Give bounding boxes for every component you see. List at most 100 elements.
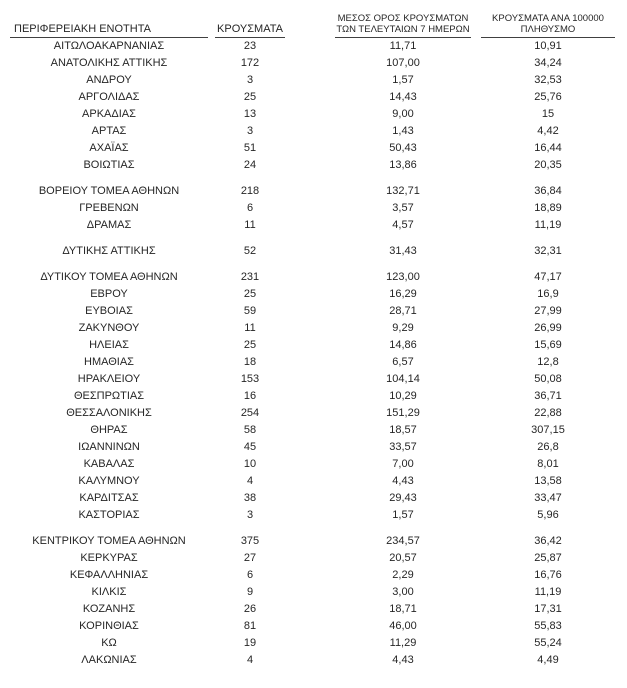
avg7-cell: 18,57 [389, 424, 417, 436]
per100k-cell: 22,88 [534, 407, 562, 419]
cases-cell: 24 [243, 159, 257, 171]
per100k-cell: 47,17 [534, 271, 562, 283]
header-avg7-line2: ΤΩΝ ΤΕΛΕΥΤΑΙΩΝ 7 ΗΜΕΡΩΝ [336, 24, 470, 35]
cases-cell: 3 [246, 509, 254, 521]
table-row: ΗΜΑΘΙΑΣ 18 6,57 12,8 [10, 354, 627, 371]
per100k-cell: 26,8 [537, 441, 559, 453]
region-cell: ΕΒΡΟΥ [90, 288, 128, 300]
table-row: ΘΗΡΑΣ 58 18,57 307,15 [10, 422, 627, 439]
region-cell: ΚΕΝΤΡΙΚΟΥ ΤΟΜΕΑ ΑΘΗΝΩΝ [32, 535, 186, 547]
avg7-cell: 33,57 [389, 441, 417, 453]
cases-cell: 9 [246, 586, 254, 598]
cases-cell: 45 [243, 441, 257, 453]
cases-cell: 23 [243, 40, 257, 52]
table-row: ΑΡΚΑΔΙΑΣ 13 9,00 15 [10, 106, 627, 123]
table-row: ΔΡΑΜΑΣ 11 4,57 11,19 [10, 217, 627, 234]
region-cell: ΔΡΑΜΑΣ [86, 219, 132, 231]
avg7-cell: 18,71 [389, 603, 417, 615]
cases-cell: 19 [243, 637, 257, 649]
region-cell: ΚΙΛΚΙΣ [91, 586, 127, 598]
per100k-cell: 34,24 [534, 57, 562, 69]
per100k-cell: 307,15 [531, 424, 565, 436]
per100k-cell: 26,99 [534, 322, 562, 334]
avg7-cell: 104,14 [386, 373, 420, 385]
avg7-cell: 3,00 [392, 586, 414, 598]
per100k-cell: 32,31 [534, 245, 562, 257]
avg7-cell: 28,71 [389, 305, 417, 317]
avg7-cell: 46,00 [389, 620, 417, 632]
cases-cell: 375 [240, 535, 260, 547]
table-row: ΚΕΝΤΡΙΚΟΥ ΤΟΜΕΑ ΑΘΗΝΩΝ 375 234,57 36,42 [10, 533, 627, 550]
table-row: ΚΕΦΑΛΛΗΝΙΑΣ 6 2,29 16,76 [10, 567, 627, 584]
region-cell: ΚΕΦΑΛΛΗΝΙΑΣ [69, 569, 149, 581]
region-cell: ΔΥΤΙΚΟΥ ΤΟΜΕΑ ΑΘΗΝΩΝ [40, 271, 178, 283]
cases-cell: 52 [243, 245, 257, 257]
table-row: ΗΛΕΙΑΣ 25 14,86 15,69 [10, 337, 627, 354]
table-row: ΑΝΔΡΟΥ 3 1,57 32,53 [10, 72, 627, 89]
avg7-cell: 31,43 [389, 245, 417, 257]
cases-cell: 231 [240, 271, 260, 283]
table-row: ΚΕΡΚΥΡΑΣ 27 20,57 25,87 [10, 550, 627, 567]
region-cell: ΒΟΙΩΤΙΑΣ [83, 159, 135, 171]
cases-cell: 51 [243, 142, 257, 154]
cases-cell: 172 [240, 57, 260, 69]
header-avg7-line1: ΜΕΣΟΣ ΟΡΟΣ ΚΡΟΥΣΜΑΤΩΝ [337, 13, 469, 24]
region-cell: ΚΟΖΑΝΗΣ [82, 603, 136, 615]
table-row: ΚΑΒΑΛΑΣ 10 7,00 8,01 [10, 456, 627, 473]
avg7-cell: 6,57 [392, 356, 414, 368]
header-region-label: ΠΕΡΙΦΕΡΕΙΑΚΗ ΕΝΟΤΗΤΑ [14, 23, 151, 35]
per100k-cell: 25,76 [534, 91, 562, 103]
region-cell: ΒΟΡΕΙΟΥ ΤΟΜΕΑ ΑΘΗΝΩΝ [38, 185, 180, 197]
avg7-cell: 11,71 [389, 40, 417, 52]
per100k-cell: 4,42 [537, 125, 559, 137]
per100k-cell: 50,08 [534, 373, 562, 385]
per100k-cell: 8,01 [537, 458, 559, 470]
region-cell: ΓΡΕΒΕΝΩΝ [79, 202, 139, 214]
region-cell: ΚΩ [101, 637, 117, 649]
header-avg7: ΜΕΣΟΣ ΟΡΟΣ ΚΡΟΥΣΜΑΤΩΝ ΤΩΝ ΤΕΛΕΥΤΑΙΩΝ 7 Η… [335, 13, 471, 38]
cases-cell: 27 [243, 552, 257, 564]
avg7-cell: 1,57 [392, 509, 414, 521]
region-cell: ΚΑΛΥΜΝΟΥ [78, 475, 140, 487]
header-cases: ΚΡΟΥΣΜΑΤΑ [215, 23, 285, 38]
table-row: ΑΡΤΑΣ 3 1,43 4,42 [10, 123, 627, 140]
cases-cell: 26 [243, 603, 257, 615]
cases-cell: 18 [243, 356, 257, 368]
per100k-cell: 18,89 [534, 202, 562, 214]
per100k-cell: 33,47 [534, 492, 562, 504]
cases-cell: 25 [243, 91, 257, 103]
table-row: ΚΑΡΔΙΤΣΑΣ 38 29,43 33,47 [10, 490, 627, 507]
region-cell: ΘΗΡΑΣ [90, 424, 128, 436]
header-per100k: ΚΡΟΥΣΜΑΤΑ ΑΝΑ 100000 ΠΛΗΘΥΣΜΟ [481, 13, 615, 38]
avg7-cell: 132,71 [386, 185, 420, 197]
per100k-cell: 17,31 [534, 603, 562, 615]
avg7-cell: 4,43 [392, 654, 414, 666]
table-row: ΚΩ 19 11,29 55,24 [10, 635, 627, 652]
per100k-cell: 20,35 [534, 159, 562, 171]
table-row: ΕΥΒΟΙΑΣ 59 28,71 27,99 [10, 303, 627, 320]
table-row: ΚΙΛΚΙΣ 9 3,00 11,19 [10, 584, 627, 601]
avg7-cell: 14,43 [389, 91, 417, 103]
per100k-cell: 12,8 [537, 356, 559, 368]
table-row: ΔΥΤΙΚΟΥ ΤΟΜΕΑ ΑΘΗΝΩΝ 231 123,00 47,17 [10, 269, 627, 286]
table-row: ΑΧΑΪΑΣ 51 50,43 16,44 [10, 140, 627, 157]
region-cell: ΕΥΒΟΙΑΣ [85, 305, 133, 317]
region-cell: ΑΙΤΩΛΟΑΚΑΡΝΑΝΙΑΣ [53, 40, 165, 52]
region-cell: ΘΕΣΣΑΛΟΝΙΚΗΣ [66, 407, 152, 419]
cases-cell: 81 [243, 620, 257, 632]
avg7-cell: 2,29 [392, 569, 414, 581]
per100k-cell: 11,19 [534, 219, 562, 231]
cases-cell: 4 [246, 475, 254, 487]
cases-cell: 25 [243, 339, 257, 351]
avg7-cell: 151,29 [386, 407, 420, 419]
region-cell: ΖΑΚΥΝΘΟΥ [78, 322, 140, 334]
avg7-cell: 123,00 [386, 271, 420, 283]
header-cases-label: ΚΡΟΥΣΜΑΤΑ [217, 23, 283, 35]
avg7-cell: 7,00 [392, 458, 414, 470]
region-cell: ΑΝΔΡΟΥ [86, 74, 132, 86]
region-cell: ΛΑΚΩΝΙΑΣ [81, 654, 137, 666]
avg7-cell: 9,29 [392, 322, 414, 334]
per100k-cell: 27,99 [534, 305, 562, 317]
per100k-cell: 15,69 [534, 339, 562, 351]
per100k-cell: 36,42 [534, 535, 562, 547]
